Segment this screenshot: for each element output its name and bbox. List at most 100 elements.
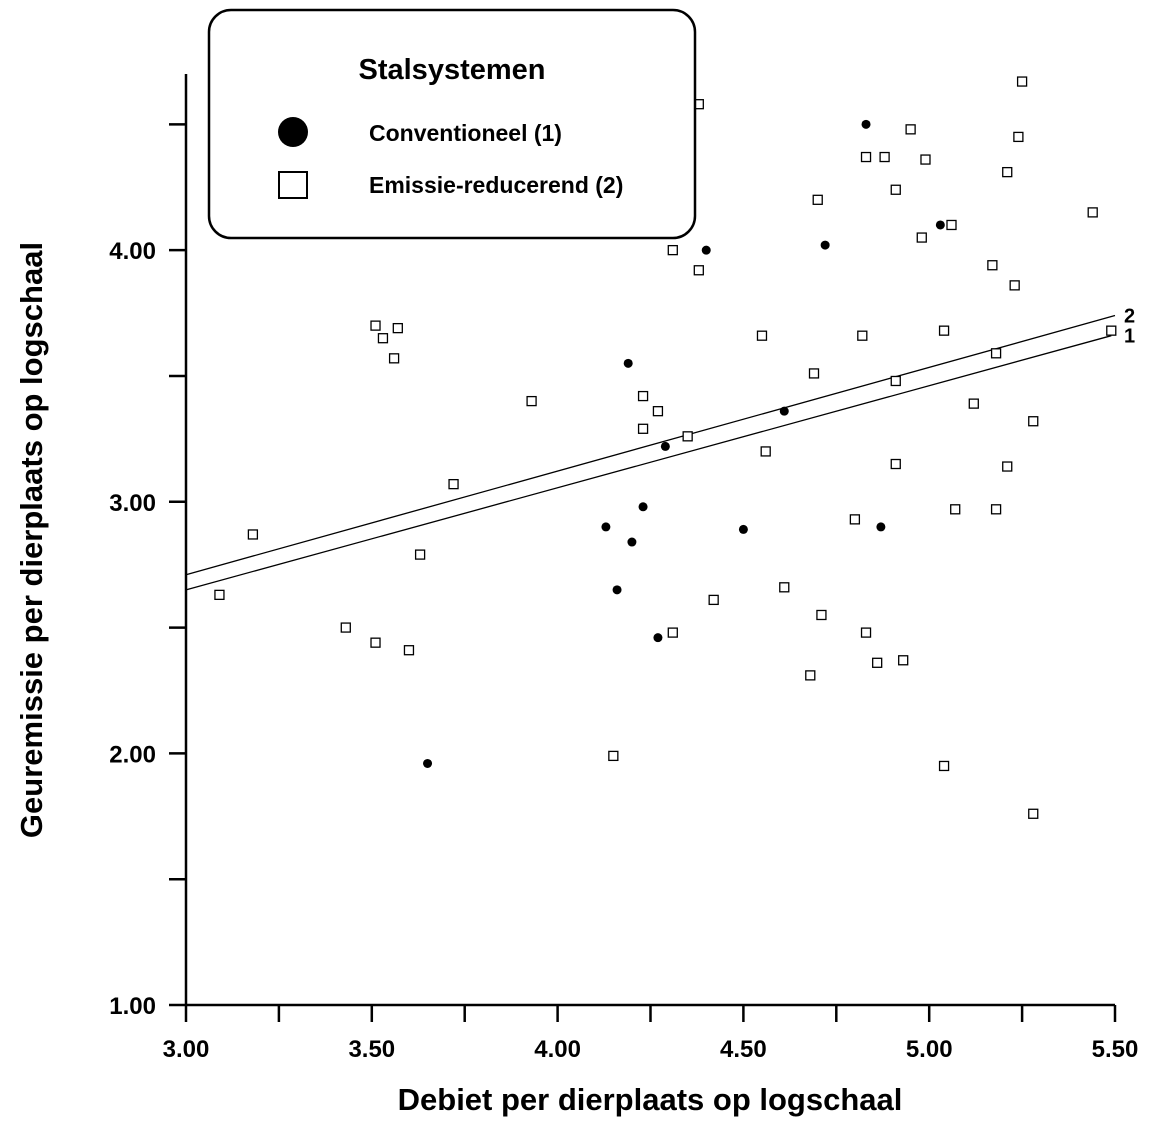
point-emissie-reducerend [682,431,693,442]
legend-title: Stalsystemen [359,54,546,86]
legend: Stalsystemen Conventioneel (1) Emissie-r… [207,8,697,240]
point-emissie-reducerend [872,657,883,668]
x-tick-label: 3.50 [348,1036,395,1063]
point-emissie-reducerend [377,333,389,344]
point-emissie-reducerend [370,320,381,331]
y-tick-label: 1.00 [109,993,156,1020]
point-conventioneel [612,585,622,595]
point-emissie-reducerend [860,627,872,638]
legend-box [207,8,697,240]
point-emissie-reducerend [898,655,909,666]
y-tick-label: 3.00 [109,490,156,517]
point-emissie-reducerend [920,154,931,165]
point-emissie-reducerend [860,151,872,163]
point-emissie-reducerend [808,368,820,379]
point-emissie-reducerend [849,514,861,525]
point-emissie-reducerend [760,446,771,457]
point-conventioneel [861,119,871,129]
point-emissie-reducerend [637,390,649,402]
point-emissie-reducerend [1009,280,1020,291]
point-emissie-reducerend [340,622,351,633]
point-emissie-reducerend [1028,416,1039,427]
point-emissie-reducerend [990,348,1002,359]
point-conventioneel [627,537,637,547]
regression-line-1 [185,335,1112,591]
point-emissie-reducerend [938,325,950,336]
regression-line-2 [185,314,1116,576]
point-emissie-reducerend [708,594,719,606]
point-emissie-reducerend [890,184,901,195]
x-ticks [184,1005,1117,1022]
point-emissie-reducerend [879,151,890,163]
point-emissie-reducerend [938,760,950,772]
point-emissie-reducerend [637,423,649,434]
point-emissie-reducerend [987,260,998,271]
regression-lines: 12 [185,306,1135,591]
point-emissie-reducerend [214,589,225,601]
y-ticks [169,123,186,1007]
point-conventioneel [738,524,748,534]
point-emissie-reducerend [652,406,664,417]
x-tick-labels: 3.00 3.50 4.00 4.50 5.00 5.50 [163,1036,1139,1063]
y-tick-label: 4.00 [109,238,156,265]
point-emissie-reducerend [1013,131,1024,143]
point-emissie-reducerend [1028,808,1039,819]
point-conventioneel [820,240,830,250]
y-tick-labels: 1.00 2.00 3.00 4.00 [109,238,156,1020]
point-conventioneel [423,758,433,768]
legend-label-emissie-reducerend: Emissie-reducerend (2) [369,172,623,198]
point-emissie-reducerend [890,375,901,387]
point-emissie-reducerend [1002,461,1013,472]
point-emissie-reducerend [247,529,259,540]
point-emissie-reducerend [388,353,400,364]
point-emissie-reducerend [1016,76,1028,87]
legend-marker-conventioneel [278,117,308,147]
point-emissie-reducerend [667,244,678,256]
point-emissie-reducerend [857,330,868,341]
point-emissie-reducerend [693,265,704,276]
y-tick-label: 2.00 [109,741,156,768]
regression-line-label-1: 1 [1124,326,1135,348]
x-tick-label: 5.50 [1092,1036,1139,1063]
legend-label-conventioneel: Conventioneel (1) [369,120,562,146]
point-emissie-reducerend [950,504,961,515]
point-emissie-reducerend [1087,207,1098,218]
point-emissie-reducerend [448,478,459,490]
point-emissie-reducerend [779,582,790,593]
point-emissie-reducerend [1002,166,1013,178]
legend-marker-emissie-reducerend [278,171,308,199]
point-emissie-reducerend [526,395,537,407]
point-emissie-reducerend [905,124,916,135]
point-emissie-reducerend [946,219,957,231]
x-tick-label: 4.50 [720,1036,767,1063]
point-emissie-reducerend [403,645,415,656]
point-conventioneel [638,502,648,512]
point-emissie-reducerend [414,549,426,560]
point-conventioneel [701,245,711,255]
point-emissie-reducerend [667,627,678,638]
point-emissie-reducerend [370,637,381,648]
x-tick-label: 3.00 [163,1036,210,1063]
point-emissie-reducerend [1106,325,1117,336]
point-emissie-reducerend [608,750,619,762]
point-emissie-reducerend [816,609,827,621]
data-points [214,76,1117,819]
point-conventioneel [653,633,663,643]
point-emissie-reducerend [812,194,823,205]
point-emissie-reducerend [968,398,979,409]
point-conventioneel [601,522,611,532]
point-conventioneel [623,358,633,368]
point-conventioneel [876,522,886,532]
point-emissie-reducerend [392,322,403,334]
point-emissie-reducerend [890,458,901,470]
point-emissie-reducerend [916,232,927,243]
x-axis-title: Debiet per dierplaats op logschaal [398,1082,903,1117]
point-conventioneel [935,220,945,230]
point-conventioneel [660,441,670,451]
point-emissie-reducerend [990,504,1002,515]
y-axis-title: Geuremissie per dierplaats op logschaal [14,242,49,838]
point-emissie-reducerend [756,330,768,341]
x-tick-label: 4.00 [534,1036,581,1063]
point-conventioneel [779,406,789,416]
